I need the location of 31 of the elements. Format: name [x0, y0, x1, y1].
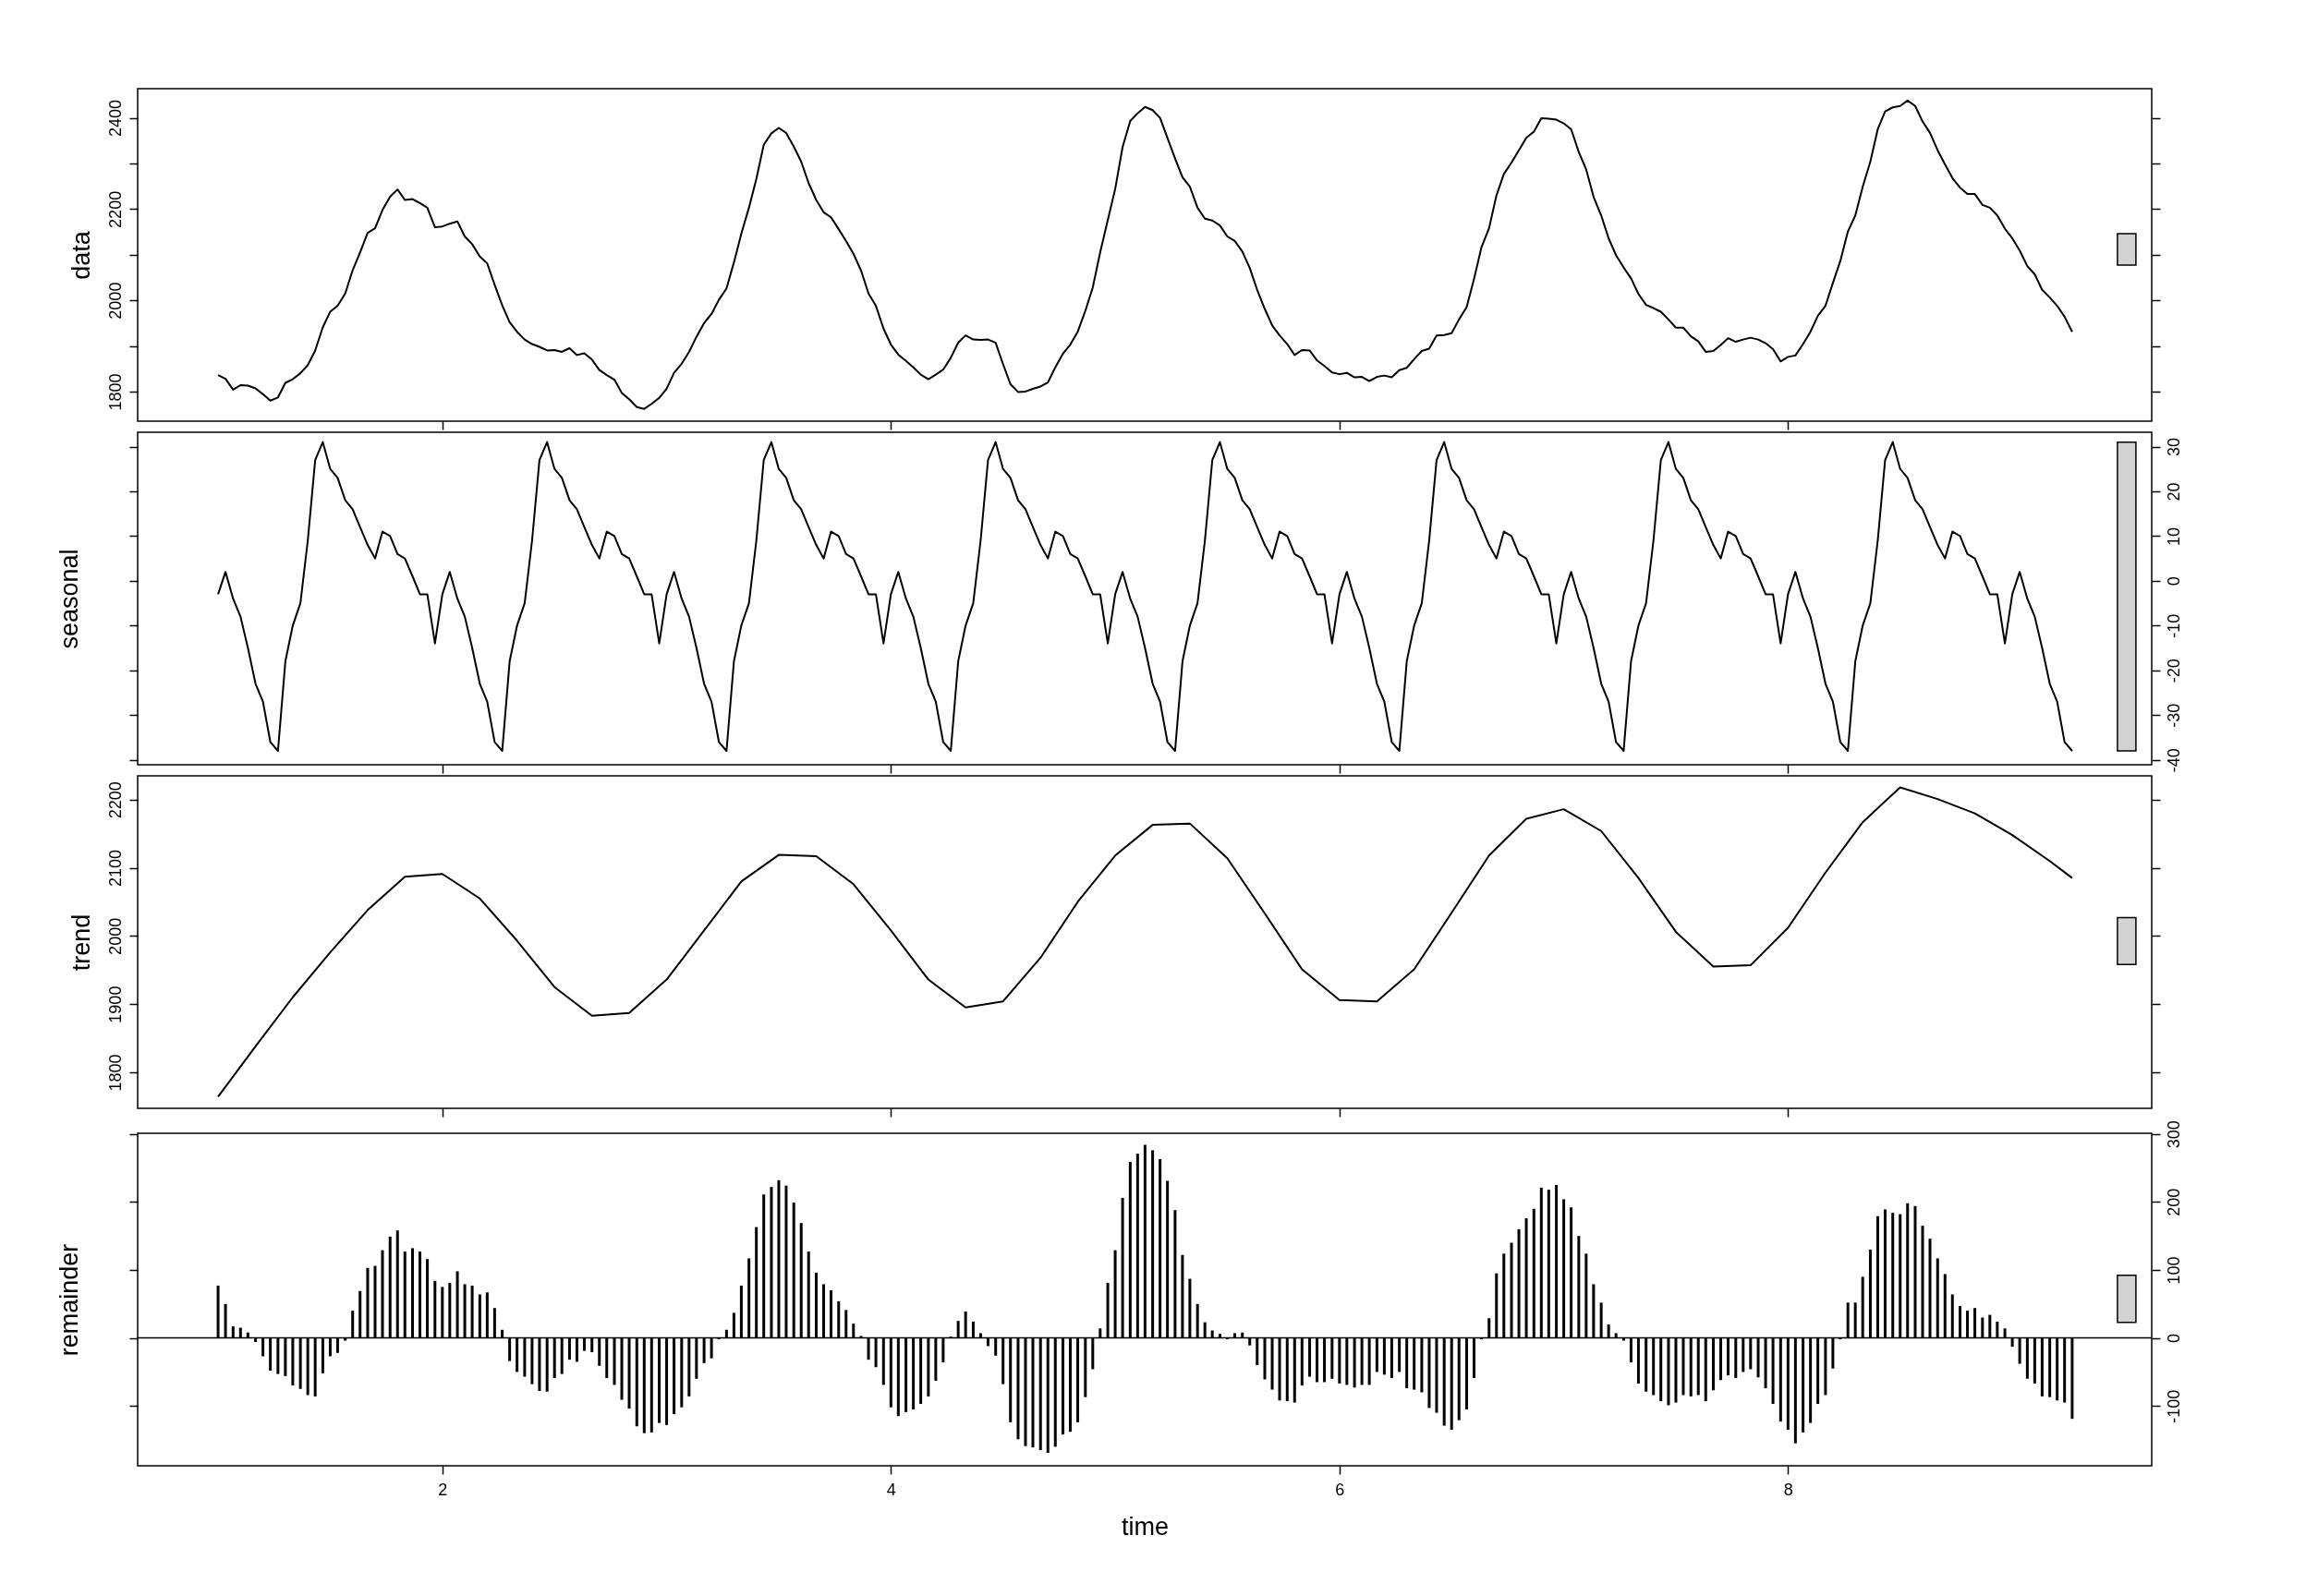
- x-tick-label: 4: [886, 1480, 896, 1499]
- y-tick-label: 0: [2164, 576, 2183, 586]
- y-tick-label: 0: [2164, 1334, 2183, 1344]
- x-tick-label: 6: [1335, 1480, 1345, 1499]
- y-axis-title: trend: [67, 913, 95, 972]
- y-tick-label: -30: [2164, 703, 2183, 728]
- y-tick-label: 100: [2164, 1256, 2183, 1285]
- y-axis-title: seasonal: [55, 549, 83, 649]
- y-tick-label: 2100: [105, 850, 125, 888]
- y-tick-label: 20: [2164, 482, 2183, 502]
- y-axis-title: data: [67, 230, 95, 280]
- y-tick-label: 2200: [105, 190, 125, 228]
- x-tick-label: 2: [438, 1480, 448, 1499]
- y-tick-label: -100: [2164, 1389, 2183, 1423]
- y-tick-label: -20: [2164, 659, 2183, 683]
- y-axis-title: remainder: [55, 1243, 83, 1357]
- x-axis-title: time: [1121, 1512, 1170, 1541]
- y-tick-label: 2000: [105, 282, 125, 320]
- y-tick-label: -10: [2164, 613, 2183, 638]
- y-tick-label: 30: [2164, 437, 2183, 457]
- y-tick-label: 1900: [105, 985, 125, 1023]
- y-tick-label: -40: [2164, 748, 2183, 773]
- y-tick-label: 1800: [105, 373, 125, 411]
- y-tick-label: 1800: [105, 1054, 125, 1092]
- y-tick-label: 300: [2164, 1120, 2183, 1149]
- x-tick-label: 8: [1783, 1480, 1793, 1499]
- y-tick-label: 200: [2164, 1188, 2183, 1216]
- y-tick-label: 10: [2164, 526, 2183, 546]
- y-tick-label: 2000: [105, 917, 125, 955]
- y-tick-label: 2200: [105, 781, 125, 819]
- y-tick-label: 2400: [105, 100, 125, 138]
